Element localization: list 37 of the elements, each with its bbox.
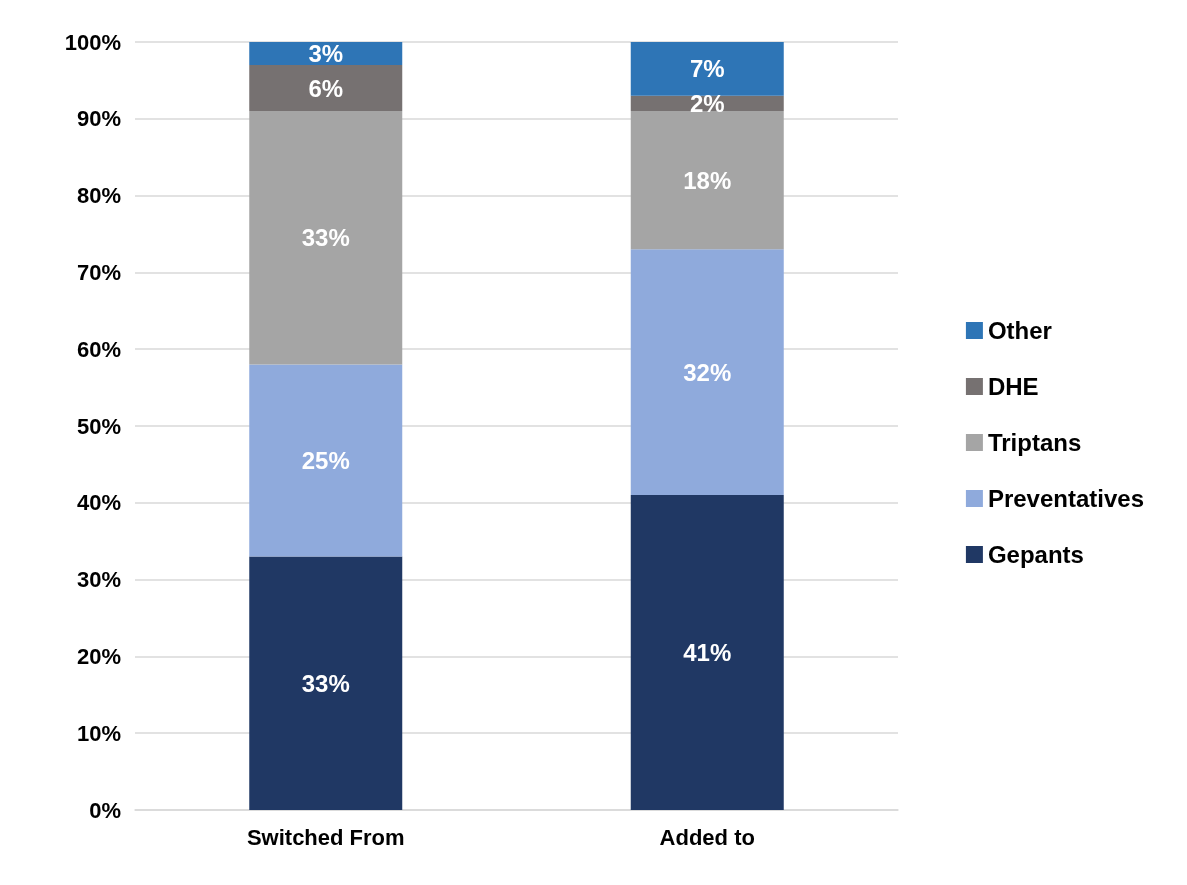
- data-label: 41%: [683, 639, 732, 667]
- bar: [249, 65, 403, 112]
- bar: [249, 556, 403, 810]
- y-tick-label: 80%: [76, 183, 121, 209]
- data-label: 33%: [301, 224, 350, 252]
- y-tick-label: 50%: [76, 413, 121, 439]
- bar: [630, 111, 784, 250]
- legend-label: Preventatives: [987, 485, 1144, 512]
- legend-label: DHE: [987, 373, 1039, 400]
- bar: [630, 495, 784, 810]
- bar: [630, 249, 784, 496]
- data-label: 7%: [689, 55, 725, 83]
- y-tick-label: 0%: [89, 797, 121, 823]
- y-tick-label: 10%: [76, 720, 121, 746]
- bar: [249, 364, 403, 557]
- y-tick-label: 30%: [76, 567, 121, 593]
- data-label: 3%: [308, 40, 344, 68]
- y-tick-label: 20%: [76, 643, 121, 669]
- y-tick-label: 100%: [64, 29, 121, 55]
- bar: [249, 42, 403, 66]
- legend-label: Gepants: [987, 541, 1084, 568]
- data-label: 6%: [308, 74, 344, 102]
- x-tick-label: Added to: [659, 824, 755, 850]
- data-label: 32%: [683, 358, 732, 386]
- y-tick-label: 90%: [76, 106, 121, 132]
- y-tick-label: 40%: [76, 490, 121, 516]
- data-label: 33%: [301, 669, 350, 697]
- legend-label: Other: [987, 317, 1052, 344]
- data-label: 2%: [689, 89, 725, 117]
- y-tick-label: 70%: [76, 259, 121, 285]
- bar: [630, 42, 784, 96]
- data-label: 18%: [683, 166, 732, 194]
- x-tick-label: Switched From: [246, 824, 405, 850]
- data-label: 25%: [301, 447, 350, 475]
- bar: [249, 111, 403, 365]
- legend-label: Triptans: [987, 429, 1082, 456]
- y-tick-label: 60%: [76, 336, 121, 362]
